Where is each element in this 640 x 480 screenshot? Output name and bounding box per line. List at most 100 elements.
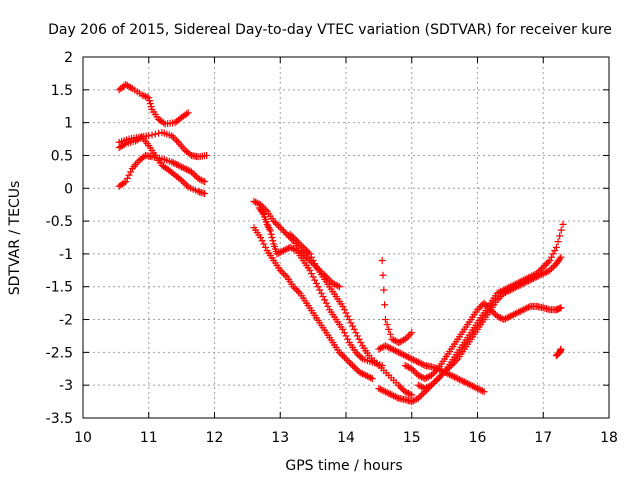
data-point xyxy=(339,302,347,310)
data-point xyxy=(416,372,424,380)
data-point xyxy=(293,286,301,294)
data-point xyxy=(183,181,191,189)
data-point xyxy=(452,357,460,365)
data-point xyxy=(350,363,358,371)
data-point xyxy=(286,230,294,238)
data-point xyxy=(437,371,445,379)
data-point xyxy=(330,280,338,288)
data-point xyxy=(186,150,194,158)
data-point xyxy=(383,343,391,351)
data-point xyxy=(480,299,488,307)
data-point xyxy=(518,280,526,288)
data-point xyxy=(395,381,403,389)
data-point xyxy=(401,335,409,343)
data-point xyxy=(395,348,403,356)
data-point xyxy=(483,302,491,310)
data-point xyxy=(380,387,388,395)
data-point xyxy=(408,329,416,337)
data-point xyxy=(490,309,498,317)
series-track-f xyxy=(255,204,386,369)
data-point xyxy=(321,296,329,304)
data-point xyxy=(294,288,302,296)
data-point xyxy=(518,307,526,315)
data-point xyxy=(395,339,403,347)
data-point xyxy=(409,397,417,405)
data-point xyxy=(385,389,393,397)
data-point xyxy=(459,377,467,385)
series-track-h xyxy=(286,230,416,399)
data-point xyxy=(360,371,368,379)
y-tick-label: -1 xyxy=(59,247,73,263)
data-point xyxy=(291,246,299,254)
data-point xyxy=(171,160,179,168)
data-point xyxy=(551,247,559,255)
data-point xyxy=(326,276,334,284)
data-point xyxy=(151,130,159,138)
data-point xyxy=(432,366,440,374)
data-point xyxy=(508,285,516,293)
data-point xyxy=(266,225,274,233)
data-point xyxy=(531,274,539,282)
data-point xyxy=(506,312,514,320)
data-point xyxy=(478,387,486,395)
data-point xyxy=(260,240,268,248)
data-point xyxy=(474,384,481,392)
data-point xyxy=(416,382,424,390)
data-point xyxy=(401,352,409,360)
data-point xyxy=(379,271,387,279)
data-point xyxy=(414,381,422,389)
data-point xyxy=(493,296,501,304)
data-point xyxy=(413,357,421,365)
data-point xyxy=(446,363,454,371)
data-point xyxy=(404,389,412,397)
data-point xyxy=(501,315,509,323)
data-point xyxy=(138,91,146,99)
data-point xyxy=(390,346,398,354)
data-point xyxy=(265,224,273,232)
data-point xyxy=(526,276,534,284)
data-point xyxy=(404,353,412,361)
data-point xyxy=(557,304,565,312)
data-point xyxy=(169,159,177,167)
data-point xyxy=(145,132,153,140)
data-point xyxy=(312,279,320,287)
data-point xyxy=(179,178,187,186)
data-point xyxy=(500,289,508,297)
axis-ticks xyxy=(82,56,610,419)
data-point xyxy=(317,289,325,297)
data-point xyxy=(276,266,284,274)
data-point xyxy=(322,299,330,307)
data-point xyxy=(503,314,511,322)
data-point xyxy=(447,371,455,379)
data-point xyxy=(268,234,276,241)
data-point xyxy=(408,365,416,373)
data-point xyxy=(145,94,153,102)
data-point xyxy=(264,222,272,230)
data-point xyxy=(263,220,271,228)
data-point xyxy=(357,339,365,347)
data-point xyxy=(543,260,551,268)
data-point xyxy=(529,275,537,283)
data-point xyxy=(332,281,340,289)
data-point xyxy=(301,245,309,253)
data-point xyxy=(339,352,347,360)
data-point xyxy=(404,332,412,340)
data-point xyxy=(523,304,531,312)
data-point xyxy=(429,370,437,378)
data-point xyxy=(510,284,518,292)
data-point xyxy=(404,363,412,371)
data-point xyxy=(334,282,342,290)
data-point xyxy=(148,131,156,139)
data-point xyxy=(411,396,419,404)
data-point xyxy=(515,308,523,316)
data-point xyxy=(520,279,528,287)
data-point xyxy=(520,306,528,314)
data-point xyxy=(539,263,547,271)
data-point xyxy=(368,375,376,383)
data-point xyxy=(497,314,505,322)
data-point xyxy=(342,309,350,317)
data-point xyxy=(385,325,393,333)
data-point xyxy=(559,220,567,228)
data-point xyxy=(344,357,352,365)
data-point xyxy=(505,287,513,295)
